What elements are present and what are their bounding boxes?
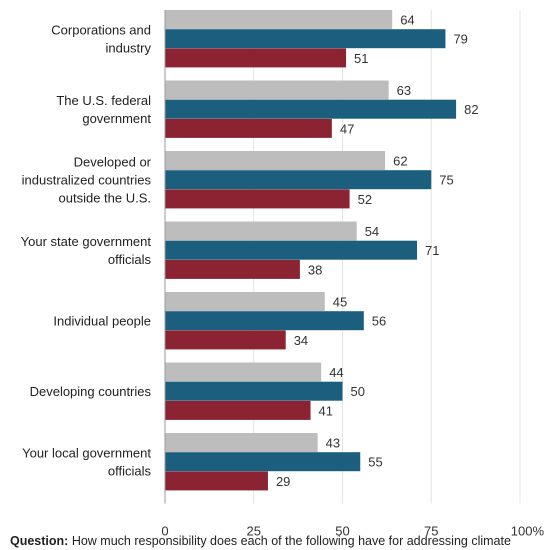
bar [165, 99, 457, 119]
bar [165, 170, 432, 190]
category-label: Your state government officials [21, 234, 152, 267]
category-label: Individual people [53, 314, 151, 329]
bar [165, 471, 268, 491]
bar-value-label: 34 [294, 333, 308, 348]
bar-value-label: 52 [358, 192, 372, 207]
x-tick-label: 0 [161, 524, 168, 539]
x-tick-label: 75 [424, 524, 438, 539]
bar [165, 400, 311, 420]
category-label: Corporations and industry [51, 23, 151, 56]
bar [165, 29, 446, 49]
category-label: Your local government officials [22, 446, 151, 479]
bar-value-label: 63 [397, 83, 411, 98]
bar [165, 259, 300, 279]
bar-value-label: 50 [351, 384, 365, 399]
bar-value-label: 54 [365, 224, 379, 239]
bar-value-label: 38 [308, 262, 322, 277]
bar-value-label: 43 [326, 436, 340, 451]
bar [165, 118, 332, 138]
bar [165, 221, 357, 241]
bar-value-label: 44 [329, 365, 343, 380]
bar-value-label: 79 [453, 32, 467, 47]
bar-value-label: 71 [425, 243, 439, 258]
bar [165, 311, 364, 331]
bar [165, 10, 393, 29]
bar-value-label: 51 [354, 51, 368, 66]
footnote-label: Question: [10, 534, 69, 548]
bar [165, 240, 418, 260]
bar [165, 433, 318, 452]
x-tick-label: 25 [247, 524, 261, 539]
bar [165, 362, 322, 382]
bar-value-label: 56 [372, 314, 386, 329]
bar [165, 330, 286, 350]
bar [165, 381, 343, 401]
category-label: Developing countries [30, 384, 152, 399]
bar [165, 151, 386, 170]
bar-value-label: 62 [393, 154, 407, 169]
bar-value-label: 55 [368, 455, 382, 470]
category-label: Developed or industralized countries outsi… [22, 155, 152, 206]
category-label: The U.S. federal government [56, 93, 151, 126]
bar-value-label: 41 [319, 403, 333, 418]
bar [165, 189, 350, 209]
footnote-text: How much responsibility does each of the… [68, 534, 511, 548]
bar-value-label: 64 [400, 13, 414, 28]
x-tick-label: 50 [335, 524, 349, 539]
bar [165, 452, 361, 472]
bar-value-label: 75 [439, 173, 453, 188]
bar-value-label: 45 [333, 295, 347, 310]
bar [165, 292, 325, 311]
bar-value-label: 47 [340, 121, 354, 136]
footnote: Question: How much responsibility does e… [10, 534, 550, 548]
x-tick-label: 100% [511, 524, 545, 539]
bar [165, 80, 389, 100]
bar-value-label: 29 [276, 474, 290, 489]
bar-value-label: 82 [464, 102, 478, 117]
bar [165, 48, 347, 68]
